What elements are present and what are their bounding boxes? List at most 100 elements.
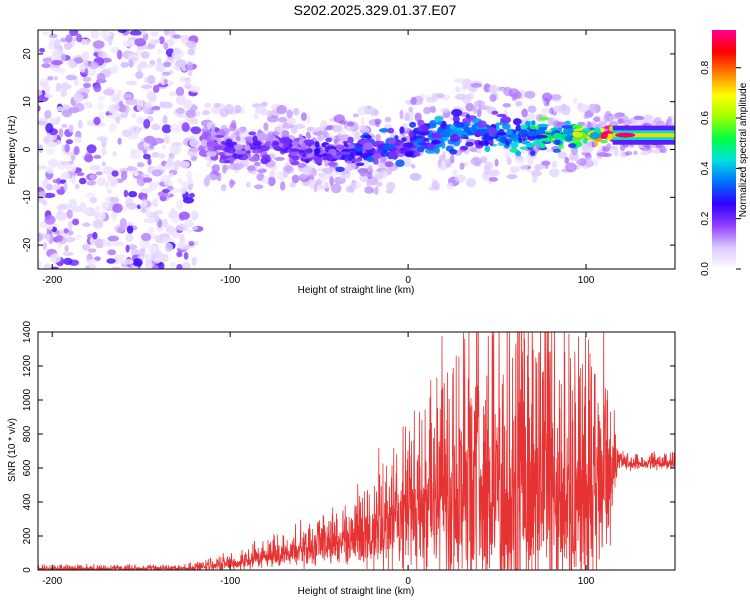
noise-blob <box>39 47 45 53</box>
ridge-core-blob <box>359 152 370 159</box>
ridge-halo-blob <box>253 184 264 190</box>
noise-blob <box>117 30 127 34</box>
ridge-core-blob <box>477 140 490 146</box>
ridge-halo-blob <box>411 164 416 169</box>
spectrogram-y-ticks: -20 -10 0 10 20 <box>22 48 675 252</box>
ridge-core-blob <box>395 159 405 167</box>
noise-blob <box>96 72 106 83</box>
ridge-core-blob <box>290 151 298 157</box>
ridge-halo-blob <box>667 115 672 124</box>
noise-blob <box>163 30 170 36</box>
ridge-halo-blob <box>346 121 355 127</box>
ridge-halo-blob <box>330 183 342 194</box>
ridge-core-blob <box>356 162 365 166</box>
ridge-halo-blob <box>329 176 334 187</box>
ridge-core-blob <box>471 124 477 132</box>
ridge-halo-blob <box>297 162 307 169</box>
ridge-halo-blob <box>526 154 537 161</box>
ridge-halo-blob <box>267 110 273 117</box>
ridge-halo-blob <box>246 165 257 172</box>
noise-blob <box>61 123 68 128</box>
noise-blob <box>94 211 99 220</box>
ridge-core-blob <box>594 141 599 147</box>
ridge-core-blob <box>520 124 528 130</box>
noise-blob <box>82 243 91 251</box>
noise-blob <box>148 227 155 235</box>
ridge-halo-blob <box>617 118 624 124</box>
noise-blob <box>169 261 177 268</box>
noise-blob <box>142 177 153 183</box>
ridge-halo-blob <box>670 115 675 125</box>
ridge-halo-blob <box>640 150 650 156</box>
ridge-halo-blob <box>213 102 221 108</box>
ridge-halo-blob <box>608 115 614 123</box>
ridge-halo-blob <box>525 113 536 120</box>
ridge-halo-blob <box>364 186 374 194</box>
ridge-halo-blob <box>472 105 478 114</box>
noise-blob <box>86 180 97 186</box>
noise-blob <box>190 126 202 135</box>
ridge-core-blob <box>430 133 441 139</box>
ridge-halo-blob <box>461 94 471 104</box>
ridge-core-blob <box>345 160 353 164</box>
ridge-halo-blob <box>313 183 318 193</box>
noise-blob <box>107 240 112 247</box>
x-tick-label: -100 <box>220 275 240 286</box>
noise-blob <box>125 80 138 86</box>
noise-blob <box>46 167 54 174</box>
noise-blob <box>147 158 152 166</box>
ridge-core-blob <box>380 150 389 157</box>
noise-blob <box>188 193 195 198</box>
noise-blob <box>128 191 138 198</box>
ridge-halo-blob <box>319 120 328 129</box>
noise-blob <box>110 176 118 186</box>
ridge-halo-blob <box>354 131 361 140</box>
ridge-halo-blob <box>278 116 288 123</box>
y-tick-label: 1000 <box>22 388 33 411</box>
noise-blob <box>42 242 48 250</box>
snr-y-ticks: 0 200 400 600 800 1000 1200 1400 <box>22 320 675 573</box>
ridge-core-blob <box>423 137 430 142</box>
noise-blob <box>101 57 112 63</box>
ridge-core-blob <box>398 147 407 154</box>
ridge-halo-blob <box>232 162 244 170</box>
ridge-halo-blob <box>637 119 643 127</box>
ridge-halo-blob <box>263 122 269 131</box>
noise-blob <box>185 171 193 180</box>
spectrogram-ylabel: Frequency (Hz) <box>7 116 18 185</box>
ridge-halo-blob <box>549 107 554 115</box>
noise-blob <box>50 266 59 269</box>
noise-blob <box>184 219 194 228</box>
ridge-halo-blob <box>460 84 468 91</box>
ridge-halo-blob <box>506 174 518 180</box>
noise-blob <box>161 144 167 150</box>
noise-blob <box>43 192 56 198</box>
ridge-halo-blob <box>409 172 422 181</box>
ridge-core-blob <box>210 134 216 140</box>
noise-blob <box>170 208 176 214</box>
y-tick-label: -10 <box>22 190 33 205</box>
ridge-halo-blob <box>515 100 523 107</box>
ridge-halo-blob <box>404 112 410 121</box>
ridge-halo-blob <box>575 159 582 165</box>
noise-blob <box>65 139 73 145</box>
ridge-halo-blob <box>586 120 592 131</box>
noise-blob <box>85 192 95 198</box>
noise-blob <box>190 210 199 221</box>
ridge-core-blob <box>520 146 528 150</box>
noise-blob <box>170 37 175 47</box>
noise-blob <box>123 189 129 198</box>
ridge-core-blob <box>564 135 573 142</box>
ridge-core-blob <box>200 139 208 147</box>
noise-blob <box>63 182 68 192</box>
ridge-halo-blob <box>344 173 352 179</box>
noise-blob <box>95 171 103 176</box>
ridge-halo-blob <box>619 150 626 159</box>
ridge-core-blob <box>538 142 546 149</box>
ridge-halo-blob <box>410 96 417 106</box>
ridge-core-blob <box>531 120 536 126</box>
ridge-halo-blob <box>622 119 632 126</box>
noise-blob <box>42 199 48 206</box>
ridge-core-blob <box>314 157 323 165</box>
